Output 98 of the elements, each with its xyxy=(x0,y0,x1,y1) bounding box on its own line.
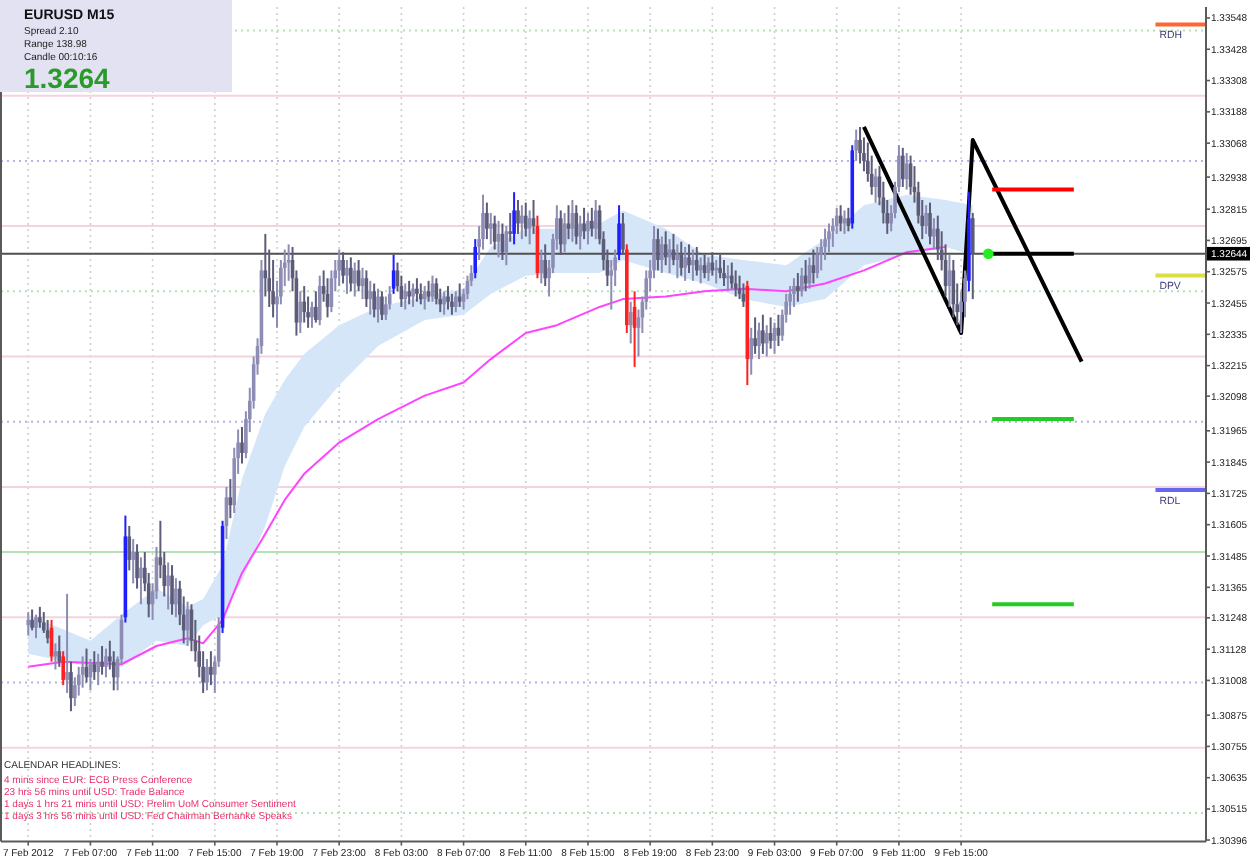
candlestick xyxy=(970,212,975,301)
candlestick xyxy=(566,204,571,241)
candlestick xyxy=(488,212,493,246)
candlestick xyxy=(415,277,419,303)
candlestick xyxy=(683,245,687,282)
candlestick xyxy=(679,240,684,277)
candlestick xyxy=(729,261,734,290)
candlestick xyxy=(590,206,594,238)
candlestick xyxy=(337,248,341,288)
candlestick xyxy=(426,279,431,303)
candlestick xyxy=(352,261,357,298)
candlestick xyxy=(694,245,699,277)
candlestick xyxy=(345,258,349,295)
candlestick xyxy=(403,282,408,311)
candlestick xyxy=(621,212,625,256)
candlestick xyxy=(166,561,170,611)
candlestick xyxy=(788,285,792,316)
candlestick xyxy=(376,287,380,324)
candlestick xyxy=(314,290,318,324)
candlestick xyxy=(932,217,936,251)
candlestick xyxy=(38,605,42,629)
candlestick xyxy=(753,316,757,355)
candlestick xyxy=(593,199,598,241)
candlestick xyxy=(34,613,38,640)
candlestick xyxy=(446,285,450,311)
candlestick xyxy=(100,644,104,676)
candlestick xyxy=(628,300,633,345)
candlestick xyxy=(407,279,411,306)
candlestick xyxy=(30,608,34,632)
candlestick xyxy=(209,650,213,687)
candlestick xyxy=(96,652,100,687)
candlestick xyxy=(796,272,800,303)
annotation: 1.3264 xyxy=(24,62,111,94)
candlestick xyxy=(508,212,513,243)
candlestick xyxy=(761,313,765,355)
candlestick xyxy=(523,201,528,238)
candlestick xyxy=(69,660,73,713)
candlestick xyxy=(450,292,454,316)
candlestick xyxy=(131,538,135,585)
candlestick xyxy=(691,248,695,282)
candlestick xyxy=(901,146,905,188)
candlestick xyxy=(854,128,858,162)
candlestick xyxy=(722,258,726,288)
line-series xyxy=(861,124,1084,364)
candlestick xyxy=(104,647,108,679)
candlestick xyxy=(733,269,738,298)
candlestick xyxy=(520,204,524,241)
candlestick xyxy=(718,253,722,280)
candlestick xyxy=(135,543,139,590)
candlestick xyxy=(617,204,621,261)
candlestick xyxy=(419,282,423,306)
candlestick xyxy=(61,650,65,687)
candlestick xyxy=(924,204,928,235)
candlestick xyxy=(574,204,579,246)
candlestick xyxy=(764,324,769,358)
candlestick xyxy=(543,243,547,288)
candlestick xyxy=(240,425,244,465)
candlestick xyxy=(512,191,516,246)
candlestick xyxy=(170,564,174,616)
candlestick xyxy=(473,238,478,280)
candlestick xyxy=(205,658,209,692)
candlestick xyxy=(92,650,97,681)
candlestick xyxy=(792,277,796,308)
candlestick xyxy=(139,556,143,606)
candlestick xyxy=(442,290,446,316)
candlestick xyxy=(127,525,132,572)
candlestick xyxy=(609,258,614,311)
candlestick xyxy=(317,274,322,327)
candlestick xyxy=(516,199,520,235)
candlestick xyxy=(341,251,345,285)
candlestick xyxy=(928,201,932,246)
candlestick xyxy=(656,227,660,272)
candlestick xyxy=(558,209,563,256)
candlestick xyxy=(271,258,275,319)
candlestick xyxy=(749,326,754,376)
candlestick xyxy=(368,279,373,316)
candlestick xyxy=(372,282,376,319)
candlestick xyxy=(582,206,586,241)
candlestick xyxy=(349,256,353,293)
candlestick xyxy=(799,266,804,298)
candlestick xyxy=(174,577,178,619)
candlestick xyxy=(453,290,458,314)
candlestick xyxy=(302,285,306,324)
candlestick xyxy=(26,611,31,637)
candlestick xyxy=(858,125,862,165)
candlestick xyxy=(586,212,590,246)
candlestick xyxy=(485,201,489,241)
candlestick xyxy=(65,592,69,694)
candlestick xyxy=(827,222,831,254)
candlestick xyxy=(757,321,761,361)
candlestick xyxy=(815,245,820,280)
candlestick xyxy=(660,235,664,275)
candlestick xyxy=(411,282,415,308)
candlestick xyxy=(687,243,691,275)
candlestick xyxy=(380,290,384,321)
candlestick xyxy=(286,243,291,282)
candlestick xyxy=(578,214,582,251)
candlestick xyxy=(310,300,314,329)
